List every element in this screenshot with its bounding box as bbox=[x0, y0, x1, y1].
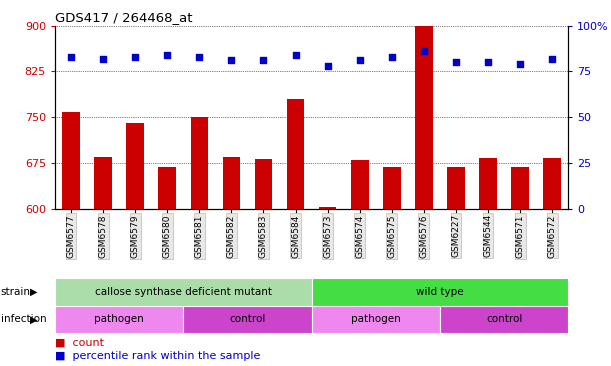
Bar bbox=[351, 160, 368, 209]
Point bbox=[194, 54, 204, 60]
Bar bbox=[312, 306, 440, 333]
Point bbox=[483, 59, 493, 65]
Text: GSM6573: GSM6573 bbox=[323, 214, 332, 258]
Point bbox=[163, 52, 172, 58]
Bar bbox=[511, 167, 529, 209]
Point bbox=[515, 61, 525, 67]
Text: infection: infection bbox=[1, 314, 46, 324]
Bar bbox=[479, 158, 497, 209]
Point bbox=[258, 57, 268, 63]
Bar bbox=[94, 157, 112, 209]
Text: GSM6583: GSM6583 bbox=[259, 214, 268, 258]
Bar bbox=[319, 207, 337, 209]
Bar bbox=[55, 306, 183, 333]
Text: callose synthase deficient mutant: callose synthase deficient mutant bbox=[95, 287, 272, 297]
Text: GSM6579: GSM6579 bbox=[131, 214, 140, 258]
Point bbox=[98, 56, 108, 61]
Bar bbox=[543, 158, 561, 209]
Bar bbox=[222, 157, 240, 209]
Text: control: control bbox=[229, 314, 266, 324]
Bar bbox=[415, 26, 433, 209]
Point bbox=[419, 48, 429, 54]
Text: GSM6574: GSM6574 bbox=[355, 214, 364, 258]
Point bbox=[130, 54, 140, 60]
Point bbox=[66, 54, 76, 60]
Point bbox=[387, 54, 397, 60]
Text: GSM6571: GSM6571 bbox=[516, 214, 525, 258]
Text: GSM6577: GSM6577 bbox=[67, 214, 76, 258]
Bar bbox=[447, 167, 465, 209]
Text: GSM6581: GSM6581 bbox=[195, 214, 204, 258]
Text: control: control bbox=[486, 314, 522, 324]
Text: pathogen: pathogen bbox=[351, 314, 401, 324]
Bar bbox=[183, 306, 312, 333]
Text: ▶: ▶ bbox=[30, 287, 37, 297]
Bar bbox=[312, 278, 568, 306]
Point bbox=[355, 57, 365, 63]
Bar bbox=[55, 278, 312, 306]
Text: wild type: wild type bbox=[416, 287, 464, 297]
Bar bbox=[62, 112, 80, 209]
Point bbox=[547, 56, 557, 61]
Bar bbox=[440, 306, 568, 333]
Bar bbox=[126, 123, 144, 209]
Bar bbox=[383, 167, 401, 209]
Bar bbox=[191, 117, 208, 209]
Text: GSM6544: GSM6544 bbox=[483, 214, 492, 257]
Point bbox=[291, 52, 301, 58]
Text: GSM6575: GSM6575 bbox=[387, 214, 397, 258]
Text: pathogen: pathogen bbox=[94, 314, 144, 324]
Text: ■  percentile rank within the sample: ■ percentile rank within the sample bbox=[55, 351, 260, 361]
Text: GSM6576: GSM6576 bbox=[419, 214, 428, 258]
Text: GSM6227: GSM6227 bbox=[452, 214, 461, 257]
Bar bbox=[158, 167, 176, 209]
Text: GDS417 / 264468_at: GDS417 / 264468_at bbox=[55, 11, 192, 25]
Text: ▶: ▶ bbox=[30, 314, 37, 324]
Bar bbox=[255, 158, 273, 209]
Text: GSM6580: GSM6580 bbox=[163, 214, 172, 258]
Point bbox=[227, 57, 236, 63]
Text: GSM6584: GSM6584 bbox=[291, 214, 300, 258]
Point bbox=[323, 63, 332, 69]
Text: strain: strain bbox=[1, 287, 31, 297]
Text: ■  count: ■ count bbox=[55, 338, 104, 348]
Point bbox=[451, 59, 461, 65]
Text: GSM6572: GSM6572 bbox=[547, 214, 557, 258]
Bar bbox=[287, 99, 304, 209]
Text: GSM6582: GSM6582 bbox=[227, 214, 236, 258]
Text: GSM6578: GSM6578 bbox=[98, 214, 108, 258]
